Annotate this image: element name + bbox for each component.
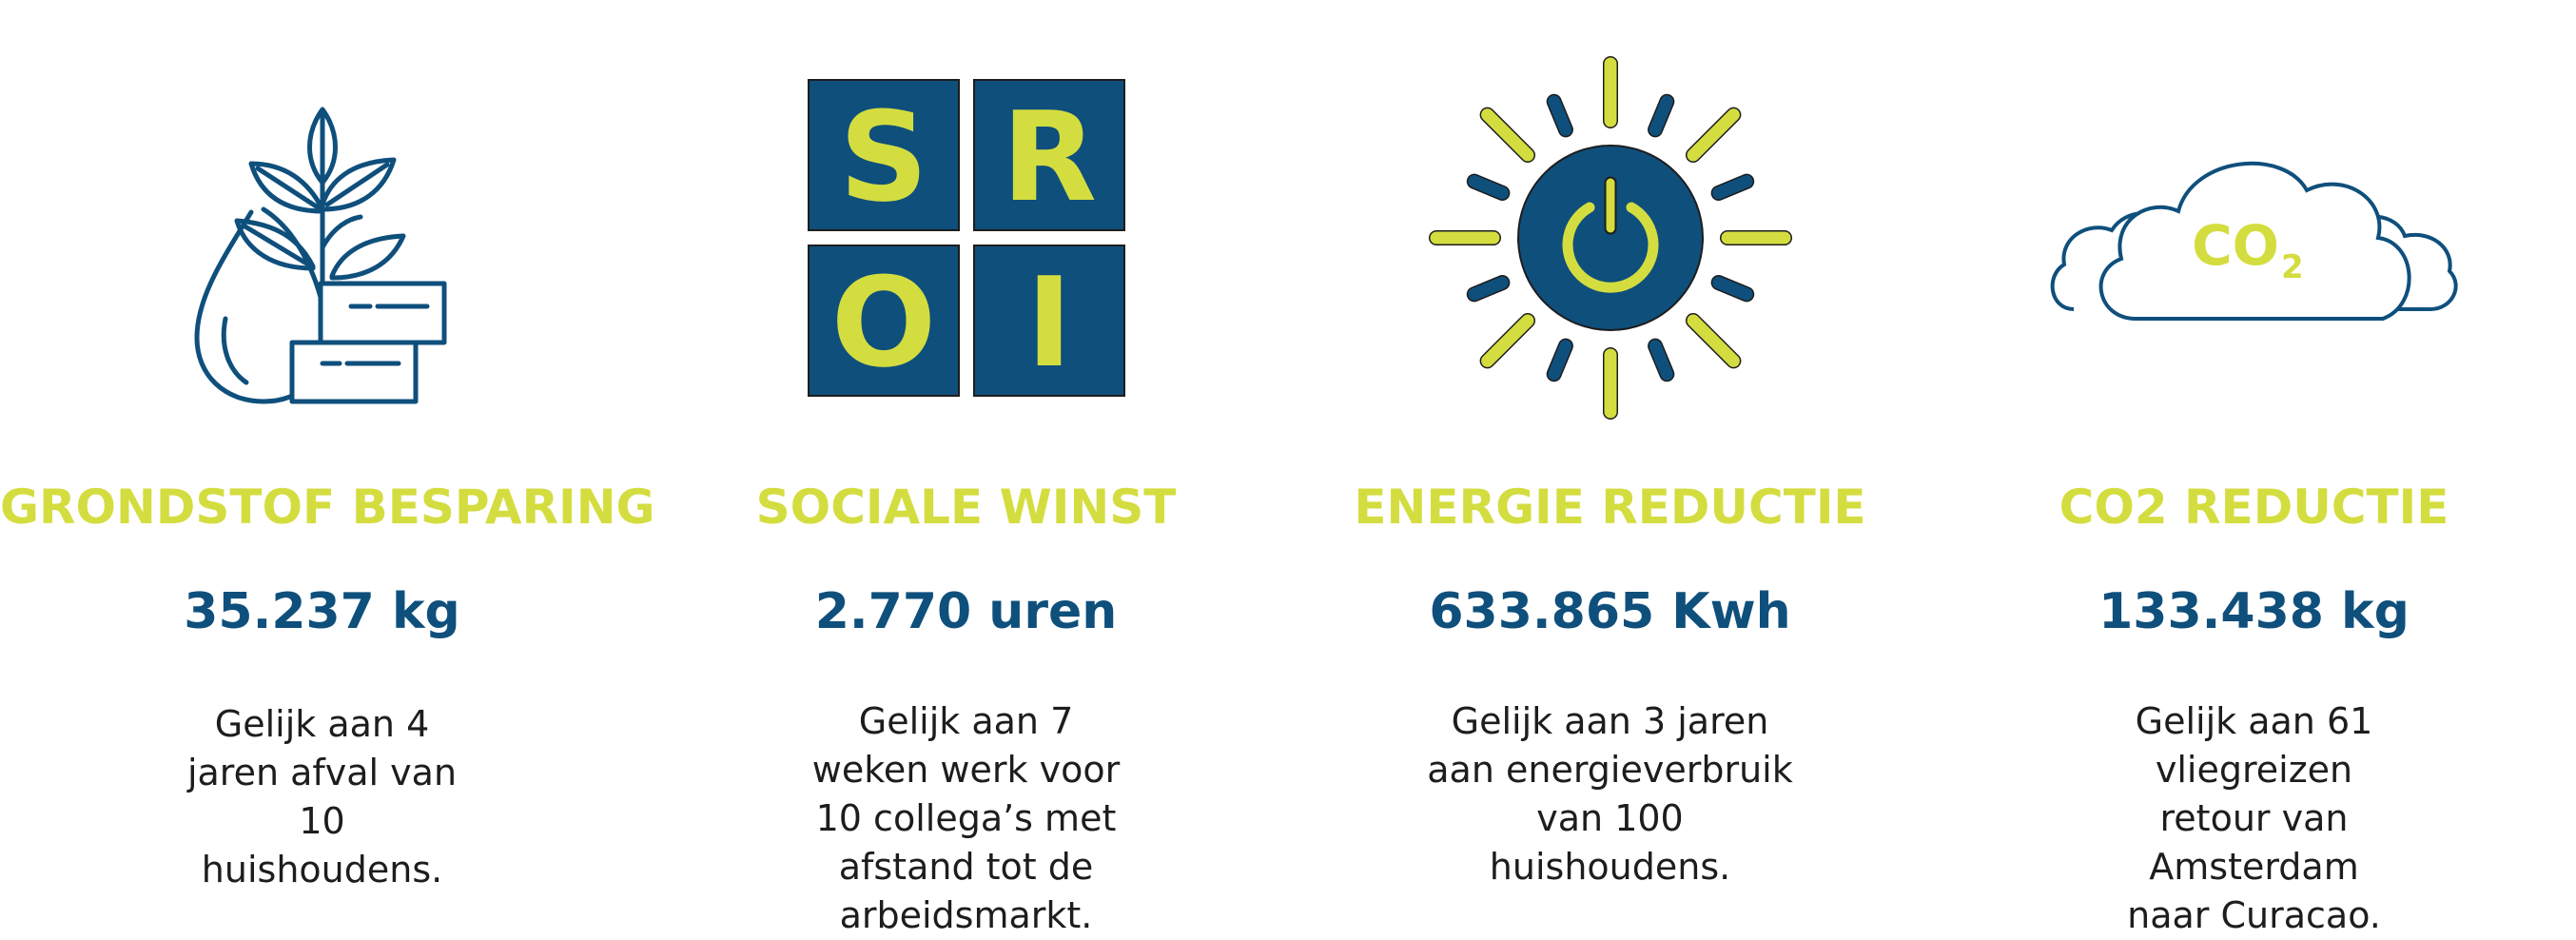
stat-title: CO2 REDUCTIE bbox=[2059, 480, 2449, 535]
stat-description: Gelijk aan 7 weken werk voor 10 collega’… bbox=[811, 700, 1121, 936]
stat-value: 2.770 uren bbox=[814, 583, 1118, 640]
sun-ray bbox=[1686, 314, 1740, 367]
sun-ray bbox=[1547, 340, 1571, 381]
sun-ray bbox=[1711, 276, 1753, 301]
sun-ray bbox=[1480, 314, 1534, 367]
stat-sociale-winst: S R O I SOCIALE WINST 2.770 uren Gelijk … bbox=[644, 0, 1288, 936]
sun-ray bbox=[1467, 175, 1509, 200]
stat-title: ENERGIE REDUCTIE bbox=[1354, 480, 1866, 535]
stat-value: 133.438 kg bbox=[2098, 583, 2410, 640]
stat-description: Gelijk aan 3 jaren aan energieverbruik v… bbox=[1427, 700, 1793, 888]
stat-energie-reductie: ENERGIE REDUCTIE 633.865 Kwh Gelijk aan … bbox=[1288, 0, 1932, 935]
stat-title: SOCIALE WINST bbox=[755, 480, 1177, 535]
plant-water-drop-icon bbox=[0, 38, 644, 438]
stat-description: Gelijk aan 61 vliegreizen retour van Ams… bbox=[2127, 700, 2381, 936]
co2-text: CO bbox=[2192, 213, 2279, 278]
co2-cloud-icon: CO 2 bbox=[1932, 38, 2576, 438]
stat-value: 633.865 Kwh bbox=[1429, 583, 1791, 640]
sun-ray bbox=[1686, 108, 1740, 162]
sun-ray bbox=[1480, 108, 1534, 162]
sun-ray bbox=[1547, 95, 1571, 136]
sroi-letter-o: O bbox=[830, 250, 936, 395]
sun-power-icon bbox=[1288, 38, 1932, 438]
sun-ray bbox=[1649, 340, 1673, 381]
stat-value: 35.237 kg bbox=[184, 583, 460, 640]
stat-grondstof-besparing: GRONDSTOF BESPARING 35.237 kg Gelijk aan… bbox=[0, 0, 655, 935]
stat-title: GRONDSTOF BESPARING bbox=[0, 480, 655, 535]
sroi-letter-s: S bbox=[839, 85, 928, 229]
sroi-tiles-icon: S R O I bbox=[644, 38, 1288, 438]
co2-subscript: 2 bbox=[2281, 248, 2304, 286]
sun-ray bbox=[1467, 276, 1509, 301]
sroi-letter-i: I bbox=[1025, 250, 1071, 395]
stat-description: Gelijk aan 4 jaren afval van 10 huishoud… bbox=[186, 703, 458, 891]
sun-ray bbox=[1649, 95, 1673, 136]
sun-ray bbox=[1711, 175, 1753, 200]
sroi-letter-r: R bbox=[1001, 85, 1096, 229]
stat-co2-reductie: CO 2 CO2 REDUCTIE 133.438 kg Gelijk aan … bbox=[1932, 0, 2576, 936]
